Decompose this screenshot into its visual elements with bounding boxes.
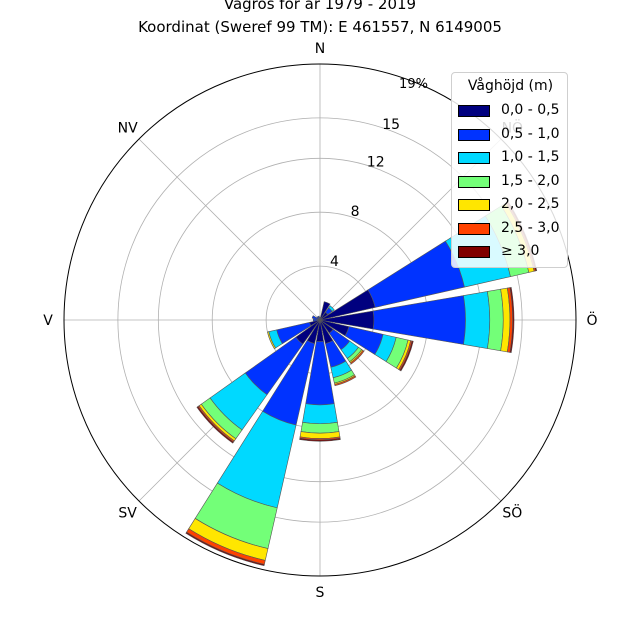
bar-S-bin-2: [302, 403, 338, 424]
direction-label-V: V: [43, 313, 53, 329]
legend-item: 1,5 - 2,0: [458, 172, 566, 192]
radial-gridcircle: [117, 117, 523, 523]
legend-swatch: [458, 128, 490, 141]
legend-label: 1,0 - 1,5: [501, 149, 560, 165]
direction-label-S: S: [316, 585, 325, 601]
legend-title: Våghöjd (m): [467, 78, 554, 94]
legend-label: 2,5 - 3,0: [501, 219, 560, 236]
bar-SÖ-bin-5: [349, 349, 365, 365]
radial-max-label: 19%: [399, 77, 428, 92]
radial-tick-label: 8: [351, 204, 360, 220]
legend-item: 2,0 - 2,5: [458, 195, 566, 215]
bar-S-bin-6: [299, 437, 341, 442]
bar-SSÖ-bin-5: [334, 375, 357, 387]
bar-VNV-bin-1: [311, 315, 320, 321]
legend-label: 0,0 - 0,5: [501, 102, 560, 118]
label-layer: NNÖÖSÖSSVVNV48121519%: [43, 41, 597, 601]
bar-NNÖ-bin-0: [319, 301, 331, 321]
legend-item: 1,0 - 1,5: [458, 148, 566, 168]
direction-label-N: N: [315, 41, 325, 57]
radial-gridline: [138, 138, 321, 321]
legend-label: 1,5 - 2,0: [501, 172, 560, 189]
legend-label: 0,5 - 1,0: [501, 125, 560, 142]
polar-frame: [63, 63, 577, 577]
legend-item: 2,5 - 3,0: [458, 219, 566, 239]
legend-item: ≥ 3,0: [458, 242, 566, 262]
direction-label-Ö: Ö: [586, 311, 597, 329]
direction-label-SV: SV: [118, 505, 137, 521]
bar-SV-bin-6: [196, 406, 234, 444]
legend-label: 2,0 - 2,5: [501, 196, 560, 212]
chart-subtitle: Koordinat (Sweref 99 TM): E 461557, N 61…: [138, 18, 502, 36]
direction-label-SÖ: SÖ: [502, 503, 522, 521]
legend-swatch: [458, 246, 490, 258]
bar-NÖ-bin-2: [328, 305, 335, 312]
legend-swatch: [458, 152, 490, 164]
bar-S-bin-3: [300, 421, 340, 434]
bar-Ö-bin-2: [463, 291, 491, 349]
legend-label: ≥ 3,0: [501, 243, 540, 259]
bar-VSV-bin-4: [267, 331, 276, 350]
bar-Ö-bin-3: [487, 288, 504, 352]
radial-tick-label: 15: [382, 117, 400, 133]
bar-ÖSÖ-bin-6: [399, 340, 414, 372]
legend-item: 0,5 - 1,0: [458, 125, 566, 145]
legend: Våghöjd (m) 0,0 - 0,5 0,5 - 1,0 1,0 - 1,5 1…: [451, 72, 568, 268]
radial-tick-label: 12: [367, 154, 385, 170]
legend-swatch: [458, 199, 490, 211]
bar-V-bin-1: [312, 318, 320, 322]
bar-SSV-bin-6: [185, 531, 265, 567]
legend-swatch: [458, 175, 490, 188]
legend-item: 0,0 - 0,5: [458, 101, 566, 121]
bar-NNV-bin-1: [317, 315, 321, 320]
direction-label-NV: NV: [118, 121, 138, 137]
radial-tick-label: 4: [330, 254, 339, 270]
legend-swatch: [458, 105, 490, 117]
legend-swatch: [458, 222, 490, 235]
bar-layer: [185, 201, 538, 567]
bar-Ö-bin-6: [509, 287, 515, 353]
chart-title: Vågros för år 1979 - 2019: [223, 0, 417, 13]
